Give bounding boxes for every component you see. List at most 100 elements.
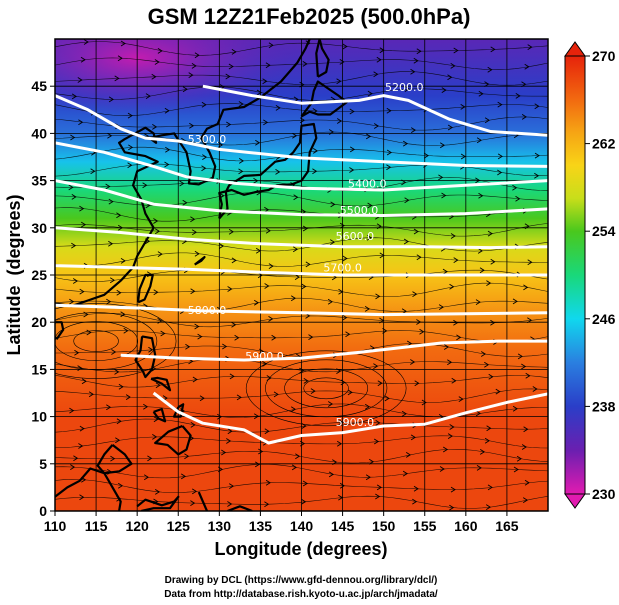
streamline-arrow	[160, 330, 166, 337]
streamline-arrow	[116, 289, 122, 296]
streamline-arrow	[107, 132, 113, 139]
streamline-arrow	[86, 329, 92, 336]
streamline-arrow	[484, 437, 490, 444]
streamline-arrow	[339, 59, 345, 65]
streamline-arrow	[73, 455, 79, 462]
streamline-arrow	[147, 455, 153, 462]
streamline-arrow	[402, 140, 409, 147]
streamline-arrow	[497, 169, 503, 176]
streamline-arrow	[522, 497, 529, 503]
streamline-arrow	[450, 63, 456, 69]
streamline-arrow	[488, 373, 494, 380]
streamline-arrow	[377, 380, 383, 387]
colorbar-tick-label: 246	[592, 311, 616, 327]
streamline-arrow	[194, 250, 200, 257]
streamline-arrow	[476, 137, 482, 144]
streamline-arrow	[74, 349, 80, 356]
streamline-arrow	[221, 449, 227, 456]
streamline-arrow	[81, 378, 87, 385]
streamline-arrow	[375, 493, 381, 500]
streamline-arrow	[366, 234, 372, 241]
x-axis-label: Longitude (degrees)	[214, 539, 387, 559]
streamline-arrow	[190, 216, 196, 223]
streamline-arrow	[487, 484, 493, 491]
streamline-arrow	[327, 298, 333, 305]
streamline-arrow	[439, 466, 445, 472]
streamline-arrow	[416, 48, 422, 55]
streamline-arrow	[115, 437, 121, 444]
coastline	[55, 39, 348, 511]
streamline-arrow	[413, 485, 419, 492]
streamline-arrow	[227, 428, 233, 435]
coastline-segment	[300, 80, 348, 118]
streamline-arrow	[301, 498, 307, 505]
streamline-arrow	[191, 63, 197, 69]
streamline-arrow	[373, 363, 379, 369]
contour-label: 5700.0	[323, 261, 362, 274]
streamline-arrow	[342, 255, 348, 262]
y-tick-label: 0	[39, 503, 47, 519]
x-tick-label: 155	[413, 518, 437, 534]
streamline-arrow	[490, 46, 496, 53]
streamline-arrow	[194, 52, 200, 59]
streamline-arrow	[302, 480, 308, 487]
streamline-arrow	[191, 229, 198, 236]
streamline-arrow	[225, 73, 231, 80]
streamline-arrow	[442, 268, 448, 275]
streamline-arrow	[485, 504, 492, 510]
streamline-arrow	[268, 263, 274, 269]
streamline-arrow	[373, 438, 380, 445]
streamline-arrow	[512, 405, 518, 412]
streamline-arrow	[164, 107, 170, 114]
streamline-arrow	[201, 165, 207, 172]
streamline-arrow	[116, 212, 122, 219]
streamline-arrow	[264, 501, 270, 508]
streamline-arrow	[199, 395, 205, 402]
colorbar-ticks: 230 238 246 254 262 270	[585, 48, 616, 502]
streamline-arrow	[120, 258, 126, 264]
streamline-arrow	[197, 333, 203, 340]
contour-5900.0	[152, 391, 548, 445]
streamline-arrow	[490, 258, 496, 265]
streamline-arrow	[291, 464, 297, 471]
streamline-arrow	[88, 391, 94, 398]
streamline-arrow	[349, 146, 356, 153]
coastline-segment	[55, 39, 311, 308]
chart-title: GSM 12Z21Feb2025 (500.0hPa)	[148, 4, 471, 29]
streamline-arrow	[191, 488, 198, 495]
streamline-arrow	[194, 323, 200, 330]
streamline-arrow	[77, 77, 83, 83]
streamline-arrow	[486, 280, 492, 286]
y-tick-label: 10	[31, 409, 47, 425]
streamline-arrow	[373, 71, 379, 78]
streamline-arrow	[275, 105, 281, 111]
contour-label: 5900.0	[336, 416, 375, 429]
colorbar-max-arrow	[564, 41, 586, 57]
x-tick-label: 115	[85, 518, 108, 534]
streamline-arrow	[336, 440, 343, 447]
streamline-arrow	[127, 112, 133, 119]
colorbar-tick-label: 238	[592, 398, 616, 414]
streamline-arrow	[110, 455, 116, 462]
streamline-arrow	[143, 474, 150, 481]
streamline-arrow	[347, 389, 353, 396]
streamline-arrow	[90, 168, 96, 175]
streamline-arrow	[185, 343, 191, 350]
x-tick-label: 145	[331, 518, 355, 534]
streamline-arrow	[79, 425, 85, 432]
contour-label: 5300.0	[188, 133, 227, 146]
x-tick-label: 165	[495, 518, 519, 534]
streamline-arrow	[438, 174, 444, 181]
streamline-arrow	[404, 86, 410, 92]
streamline-arrow	[376, 56, 382, 63]
x-tick-label: 140	[290, 518, 314, 534]
streamline-arrow	[441, 87, 447, 93]
streamline-arrow	[364, 306, 370, 312]
coastline-segment	[194, 256, 206, 266]
contour-5300.0	[55, 94, 548, 168]
streamline-arrow	[365, 474, 371, 481]
streamline-arrow	[367, 90, 373, 97]
streamline-arrow	[342, 43, 348, 50]
x-tick-label: 135	[249, 518, 273, 534]
